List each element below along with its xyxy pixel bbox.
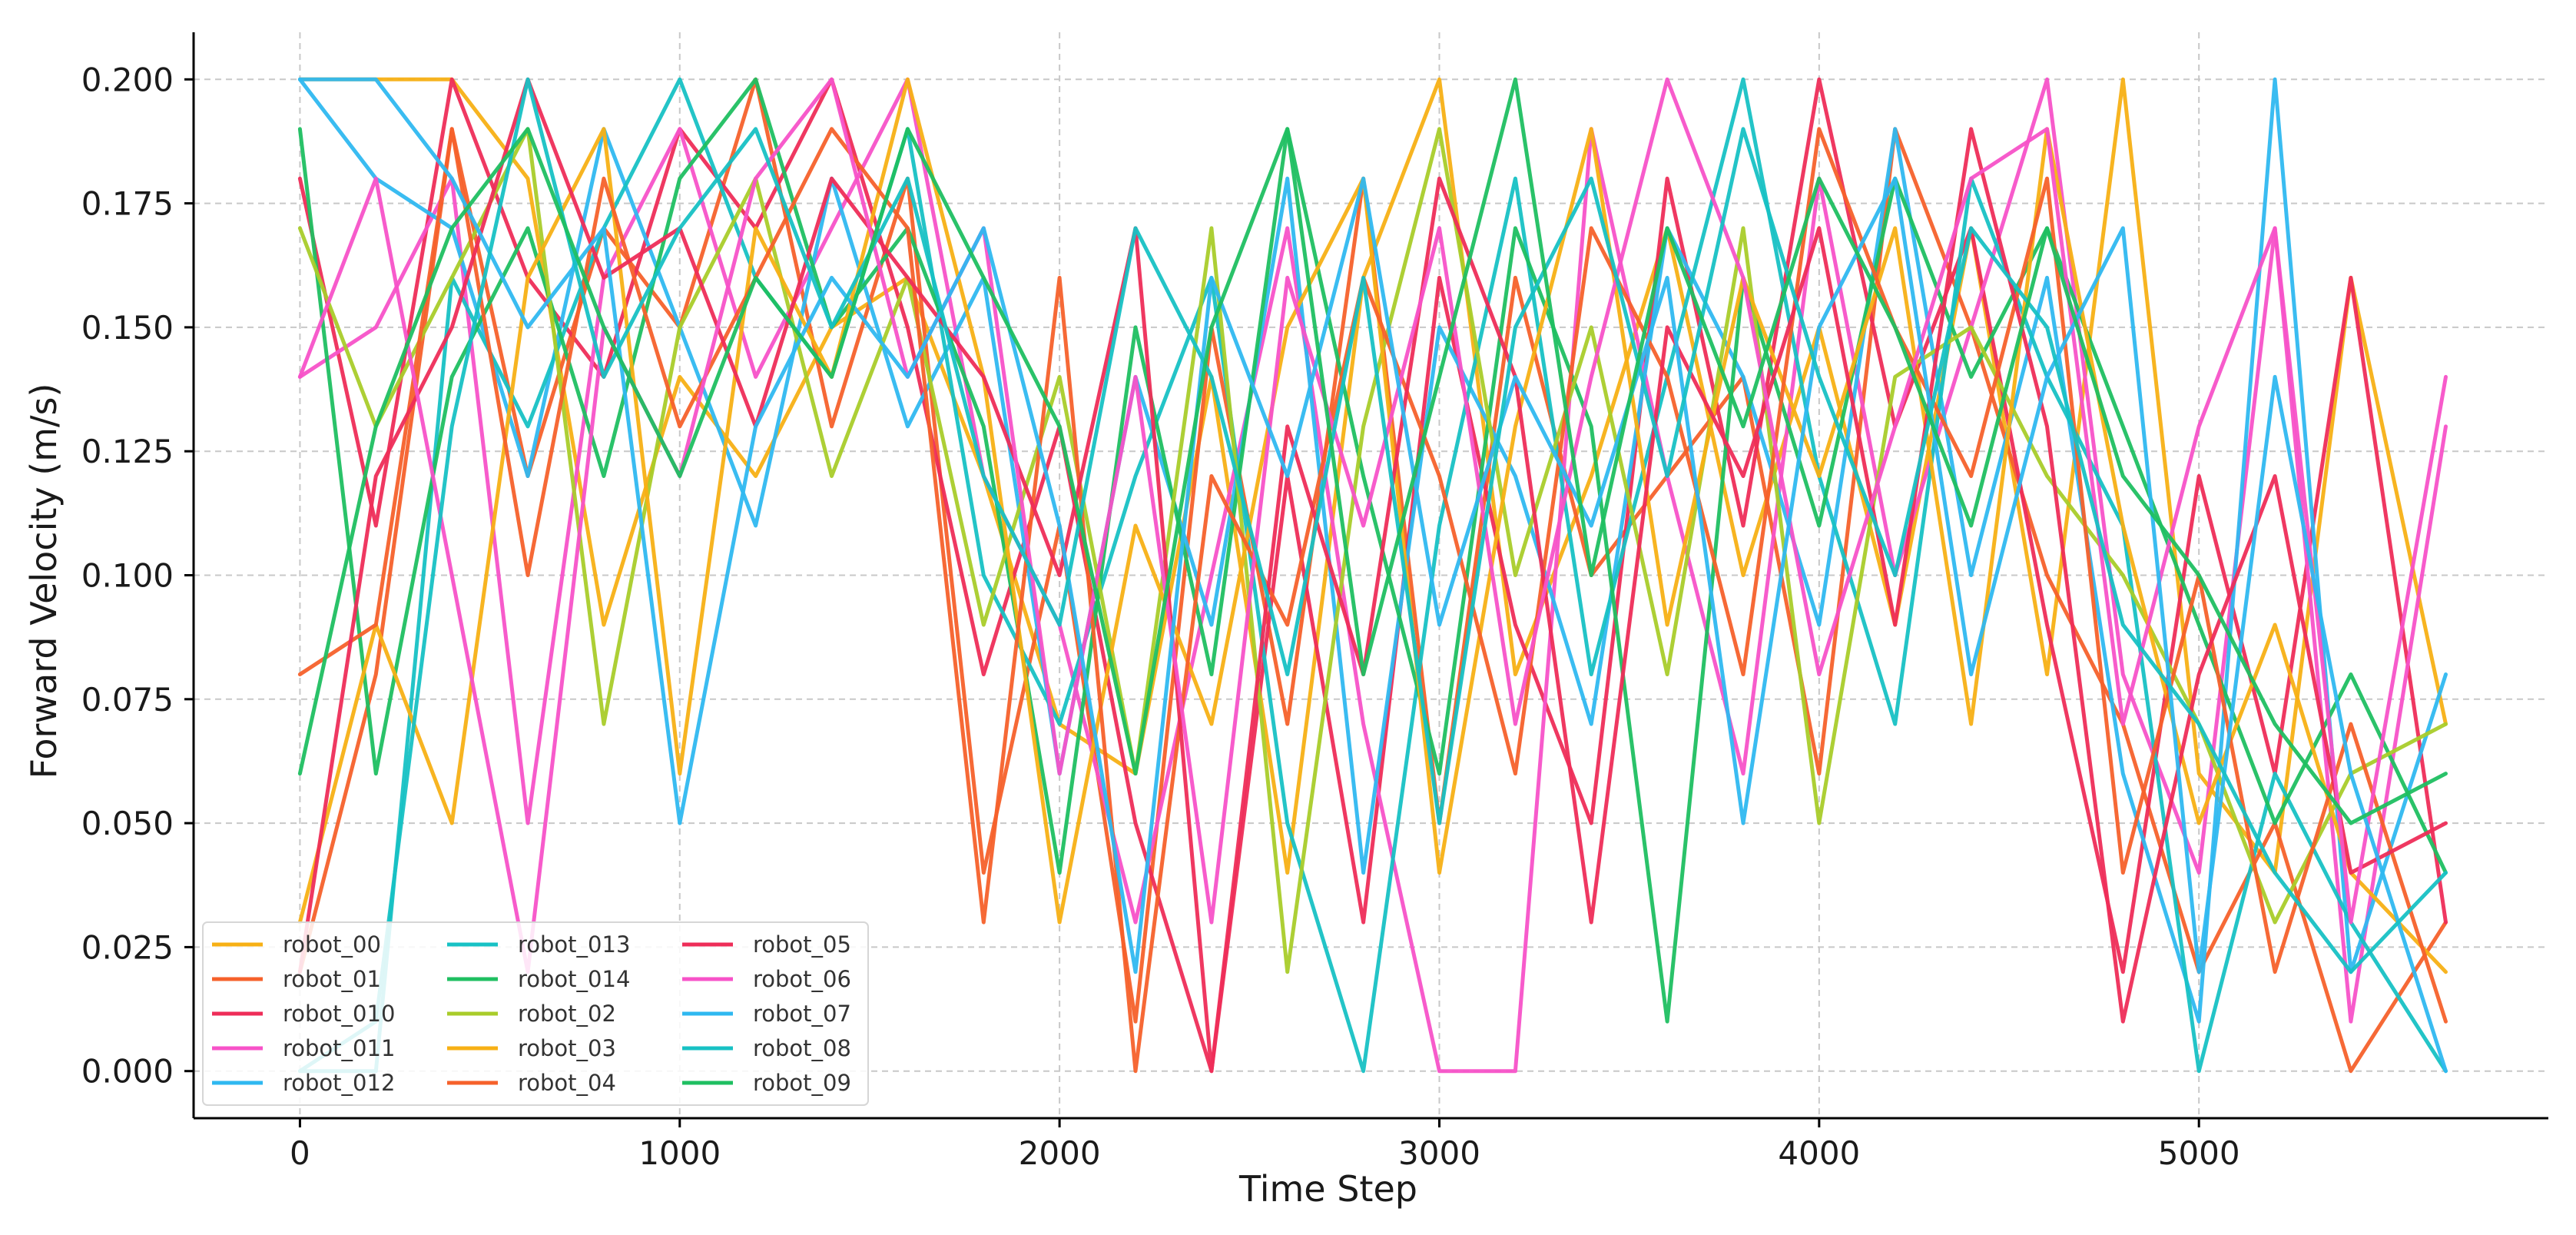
y-tick-label: 0.000	[81, 1053, 174, 1091]
x-tick-label: 0	[290, 1134, 310, 1172]
legend-label: robot_05	[753, 931, 851, 958]
y-tick-label: 0.100	[81, 557, 174, 595]
legend-label: robot_09	[753, 1070, 851, 1096]
y-tick-label: 0.025	[81, 928, 174, 966]
legend-label: robot_011	[283, 1035, 395, 1061]
series-line-robot_07	[297, 77, 2448, 1074]
x-tick-label: 1000	[638, 1134, 721, 1172]
legend-label: robot_014	[518, 966, 630, 992]
x-tick-label: 3000	[1398, 1134, 1480, 1172]
y-tick-label: 0.125	[81, 433, 174, 470]
legend-label: robot_013	[518, 931, 630, 958]
y-axis-title: Forward Velocity (m/s)	[23, 383, 65, 779]
legend-label: robot_04	[518, 1070, 616, 1096]
legend-label: robot_01	[283, 966, 381, 992]
tick-labels: 0 1000 2000 3000 4000 5000 0.000 0.025 0.050 0.07…	[81, 61, 2240, 1172]
series-line-robot_011	[297, 77, 2448, 1074]
legend-label: robot_06	[753, 966, 851, 992]
y-tick-label: 0.175	[81, 185, 174, 223]
x-tick-label: 5000	[2158, 1134, 2240, 1172]
y-tick-label: 0.050	[81, 805, 174, 842]
x-tick-label: 2000	[1019, 1134, 1101, 1172]
y-tick-label: 0.150	[81, 309, 174, 347]
legend-label: robot_010	[283, 1001, 395, 1027]
legend-label: robot_02	[518, 1001, 616, 1027]
legend-label: robot_07	[753, 1001, 851, 1027]
x-tick-label: 4000	[1778, 1134, 1860, 1172]
series-line-robot_02	[297, 127, 2448, 974]
legend: robot_00 robot_01 robot_010 robot_011 robot_…	[202, 921, 869, 1106]
legend-box	[202, 921, 869, 1106]
legend-label: robot_00	[283, 931, 381, 958]
series-line-robot_010	[297, 77, 2448, 1074]
series-lines	[297, 77, 2448, 1074]
legend-label: robot_08	[753, 1035, 851, 1061]
legend-label: robot_03	[518, 1035, 616, 1061]
x-axis-title: Time Step	[1238, 1168, 1417, 1210]
legend-label: robot_012	[283, 1070, 395, 1096]
series-line-robot_08	[297, 77, 2448, 1074]
series-line-robot_09	[297, 77, 2448, 825]
y-tick-label: 0.075	[81, 681, 174, 719]
y-tick-label: 0.200	[81, 61, 174, 98]
series-line-robot_012	[297, 77, 2448, 1024]
